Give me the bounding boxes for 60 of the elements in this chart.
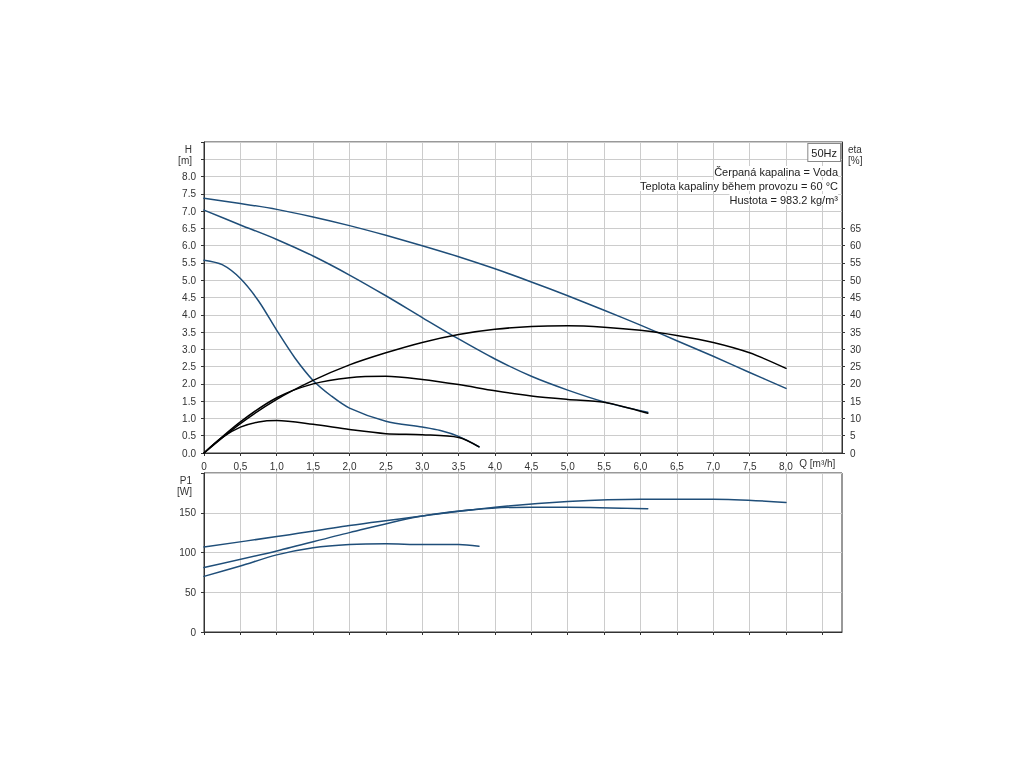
y-tick-label: 5.5 (182, 257, 197, 269)
chart-title: 50Hz (811, 146, 838, 159)
x-tick-label: 0 (201, 460, 208, 472)
annotation: Hustota = 983.2 kg/m³ (729, 193, 839, 206)
x-tick-label: 5,5 (597, 460, 612, 472)
y2-tick-label: 65 (850, 222, 862, 234)
y-tick-label: 6.0 (182, 240, 197, 252)
y2-tick-label: 20 (850, 378, 862, 390)
y-tick-label: 3.0 (182, 343, 197, 355)
y2-tick-label: 0 (850, 447, 856, 459)
y-tick-label: 2.0 (182, 378, 197, 390)
x-tick-label: 6,0 (633, 460, 648, 472)
y2-tick-label: 40 (850, 309, 862, 321)
y-tick-label: 4.0 (182, 309, 197, 321)
y-tick-label: 1.5 (182, 395, 197, 407)
y-tick-label: 7.0 (182, 205, 197, 217)
y-tick-label: 5.0 (182, 274, 197, 286)
y2-tick-label: 15 (850, 395, 862, 407)
annotation: Teplota kapaliny během provozu = 60 °C (640, 179, 839, 192)
y-tick-label: 0.0 (182, 447, 197, 459)
y2-tick-label: 35 (850, 326, 862, 338)
x-tick-label: 7,0 (706, 460, 721, 472)
x-tick-label: 1,5 (306, 460, 321, 472)
x-tick-label: 0,5 (233, 460, 248, 472)
y-axis-title: H [m] (178, 144, 193, 166)
x-tick-label: 6,5 (669, 460, 685, 472)
annotation: Čerpaná kapalina = Voda (714, 165, 839, 178)
y2-tick-label: 55 (850, 257, 862, 269)
y2-tick-label: 45 (850, 292, 862, 303)
y-tick-label: 0.5 (182, 430, 197, 442)
y-tick-label: 8.0 (182, 171, 197, 183)
x-tick-label: 5,0 (560, 460, 576, 472)
y-tick-label: 150 (179, 507, 197, 519)
y-tick-label: 1.0 (182, 412, 197, 424)
y2-tick-label: 30 (850, 343, 862, 355)
x-tick-label: 3,0 (415, 460, 430, 472)
y-tick-label: 50 (184, 586, 197, 598)
y2-tick-label: 50 (850, 274, 862, 286)
y-axis-title: P1 [W] (177, 475, 193, 497)
x-tick-label: 1,0 (269, 460, 285, 472)
x-tick-label: 4,5 (524, 460, 539, 472)
x-tick-label: 3,5 (451, 460, 466, 472)
y-tick-label: 2.5 (182, 361, 197, 373)
y-tick-label: 3.5 (182, 326, 197, 338)
x-tick-label: 8,0 (779, 460, 794, 472)
x-tick-label: 2,0 (342, 460, 357, 472)
x-tick-label: 2,5 (378, 460, 394, 472)
y-tick-label: 0 (190, 626, 197, 638)
x-tick-label: 7,5 (742, 460, 757, 472)
y-tick-label: 7.5 (182, 188, 197, 200)
y-tick-label: 100 (179, 547, 197, 558)
y2-tick-label: 25 (850, 361, 862, 373)
y2-tick-label: 5 (850, 430, 856, 442)
x-tick-label: 4,0 (488, 460, 503, 472)
y-tick-label: 4.5 (182, 292, 197, 303)
y2-axis-title: eta [%] (848, 144, 863, 166)
y2-tick-label: 60 (850, 240, 862, 252)
x-axis-title: Q [m³/h] (799, 457, 836, 469)
y2-tick-label: 10 (850, 412, 862, 424)
y-tick-label: 6.5 (182, 222, 197, 234)
